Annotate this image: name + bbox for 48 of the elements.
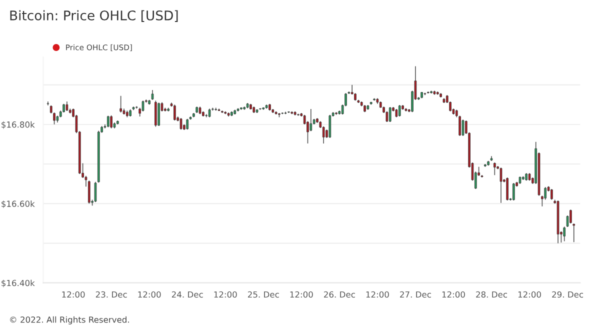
candlestick — [154, 100, 157, 128]
candlestick — [570, 209, 572, 224]
x-tick-label: 12:00 — [442, 291, 465, 298]
candlestick — [106, 115, 110, 128]
x-tick-label: 12:00 — [290, 291, 313, 298]
candlestick — [180, 118, 182, 130]
candlestick — [462, 119, 464, 136]
candlestick — [94, 181, 97, 202]
candlestick — [512, 182, 515, 201]
candlestick — [110, 114, 112, 129]
candlestick — [506, 177, 508, 201]
candlestick — [328, 114, 332, 138]
x-tick-label: 12:00 — [138, 291, 161, 298]
y-tick-label: $16.80k — [2, 121, 35, 129]
x-tick-label: 24. Dec — [172, 291, 203, 298]
candlestick — [174, 104, 176, 121]
candlestick — [386, 110, 388, 122]
candlestick — [550, 188, 553, 200]
x-tick-label: 29. Dec — [552, 291, 584, 298]
x-tick-label: 12:00 — [518, 291, 541, 298]
candlestick — [46, 101, 50, 106]
candlestick — [66, 101, 68, 112]
candlestick — [494, 162, 496, 176]
x-tick-label: 28. Dec — [476, 291, 507, 298]
chart-title: Bitcoin: Price OHLC [USD] — [10, 10, 178, 22]
candlestick — [322, 126, 325, 144]
x-tick-label: 12:00 — [366, 291, 389, 298]
candlestick — [158, 102, 160, 126]
candlestick — [310, 108, 312, 132]
candlestick — [120, 96, 122, 113]
candlestick — [151, 90, 154, 100]
candlestick — [388, 106, 392, 122]
text: © 2022. All Rights Reserved. — [10, 316, 129, 324]
candlestick — [205, 114, 208, 118]
x-tick-label: 12:00 — [62, 291, 85, 298]
y-tick-label: $16.40k — [2, 280, 35, 288]
candlestick — [500, 167, 502, 204]
y-tick-label: $16.60k — [2, 200, 35, 208]
candlestick — [572, 223, 576, 242]
candlestick — [88, 180, 90, 204]
candlestick — [186, 118, 189, 130]
x-tick-label: 23. Dec — [96, 291, 127, 298]
candlestick — [563, 226, 566, 242]
x-tick-label: 12:00 — [214, 291, 237, 298]
x-tick-label: 27. Dec — [400, 291, 431, 298]
x-tick-label: 25. Dec — [248, 291, 279, 298]
candlestick — [398, 104, 401, 117]
x-tick-label: 26. Dec — [324, 291, 355, 298]
